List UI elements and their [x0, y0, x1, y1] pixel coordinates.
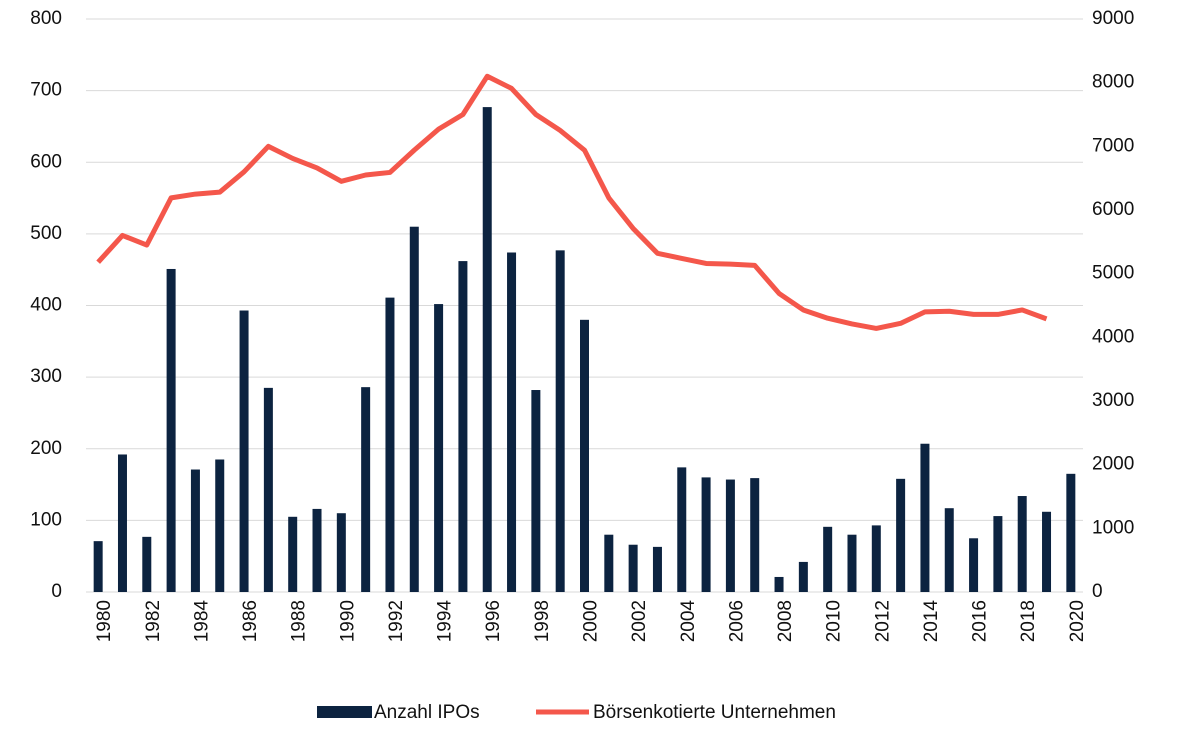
bar: [239, 310, 249, 592]
x-tick-label: 2000: [581, 600, 602, 642]
x-tick-label: 2004: [678, 600, 699, 643]
bar: [215, 459, 225, 592]
bar: [944, 508, 954, 592]
bar: [750, 478, 760, 592]
bar: [701, 477, 711, 592]
y-tick-label: 200: [30, 438, 62, 459]
bar: [531, 390, 541, 592]
x-tick-label: 1986: [240, 600, 261, 642]
bar: [604, 534, 614, 592]
bar: [312, 508, 322, 592]
bar: [190, 469, 200, 592]
x-tick-label: 1988: [289, 600, 310, 642]
bar: [1066, 473, 1076, 592]
y2-tick-label: 6000: [1092, 199, 1134, 220]
x-tick-label: 2008: [775, 600, 796, 642]
bar: [263, 387, 273, 592]
line: [96, 73, 1048, 331]
bar: [1042, 511, 1052, 592]
y2-tick-label: 0: [1092, 581, 1103, 602]
x-tick-label: 2018: [1018, 600, 1039, 642]
bar: [361, 387, 371, 592]
x-tick-label: 2012: [872, 600, 893, 642]
y-tick-label: 100: [30, 509, 62, 530]
x-tick-label: 2020: [1067, 600, 1088, 642]
bar: [896, 478, 906, 592]
bar: [1017, 496, 1027, 592]
bar: [385, 297, 395, 592]
y-tick-label: 800: [30, 8, 62, 29]
x-tick-label: 2014: [921, 600, 942, 643]
bar: [555, 250, 565, 592]
bar: [774, 576, 784, 592]
bar: [969, 538, 979, 592]
bar: [93, 541, 103, 592]
y2-tick-label: 5000: [1092, 263, 1134, 284]
bar: [993, 516, 1003, 592]
bar: [482, 107, 492, 592]
y2-tick-label: 7000: [1092, 135, 1134, 156]
bar: [409, 226, 419, 592]
x-tick-label: 2002: [629, 600, 650, 642]
y-tick-label: 700: [30, 80, 62, 101]
x-tick-label: 2006: [726, 600, 747, 642]
y-tick-label: 500: [30, 223, 62, 244]
y2-tick-label: 2000: [1092, 454, 1134, 475]
x-tick-label: 1994: [435, 600, 456, 643]
bar: [823, 526, 833, 592]
bar: [142, 536, 152, 592]
legend-swatch: [317, 706, 372, 718]
bar: [117, 454, 127, 592]
bar: [434, 304, 444, 592]
bar: [580, 319, 589, 592]
bar: [677, 467, 687, 592]
y-tick-label: 300: [30, 366, 62, 387]
bar: [798, 561, 808, 592]
x-tick-label: 2016: [970, 600, 991, 642]
y2-tick-label: 4000: [1092, 326, 1134, 347]
x-tick-label: 2010: [824, 600, 845, 642]
bar: [871, 525, 881, 592]
bar: [920, 443, 930, 592]
x-tick-label: 1982: [143, 600, 164, 642]
x-tick-label: 1990: [337, 600, 358, 642]
bar: [458, 261, 468, 592]
bar: [628, 544, 638, 592]
bar: [725, 479, 735, 592]
legend-label: Börsenkotierte Unternehmen: [593, 702, 836, 723]
bar: [336, 513, 346, 592]
y2-tick-label: 8000: [1092, 72, 1134, 93]
x-tick-label: 1980: [94, 600, 115, 642]
y2-tick-label: 3000: [1092, 390, 1134, 411]
y2-tick-label: 9000: [1092, 8, 1134, 29]
legend-label: Anzahl IPOs: [374, 702, 480, 723]
bar: [288, 516, 298, 592]
bar: [652, 546, 662, 592]
x-tick-label: 1984: [191, 600, 212, 643]
y-tick-label: 0: [51, 581, 62, 602]
bar: [847, 534, 857, 592]
bar: [166, 268, 176, 592]
bar: [507, 252, 517, 592]
y-tick-label: 400: [30, 295, 62, 316]
x-tick-label: 1998: [532, 600, 553, 642]
y-tick-label: 600: [30, 151, 62, 172]
x-tick-label: 1992: [386, 600, 407, 642]
y2-tick-label: 1000: [1092, 517, 1134, 538]
x-tick-label: 1996: [483, 600, 504, 642]
